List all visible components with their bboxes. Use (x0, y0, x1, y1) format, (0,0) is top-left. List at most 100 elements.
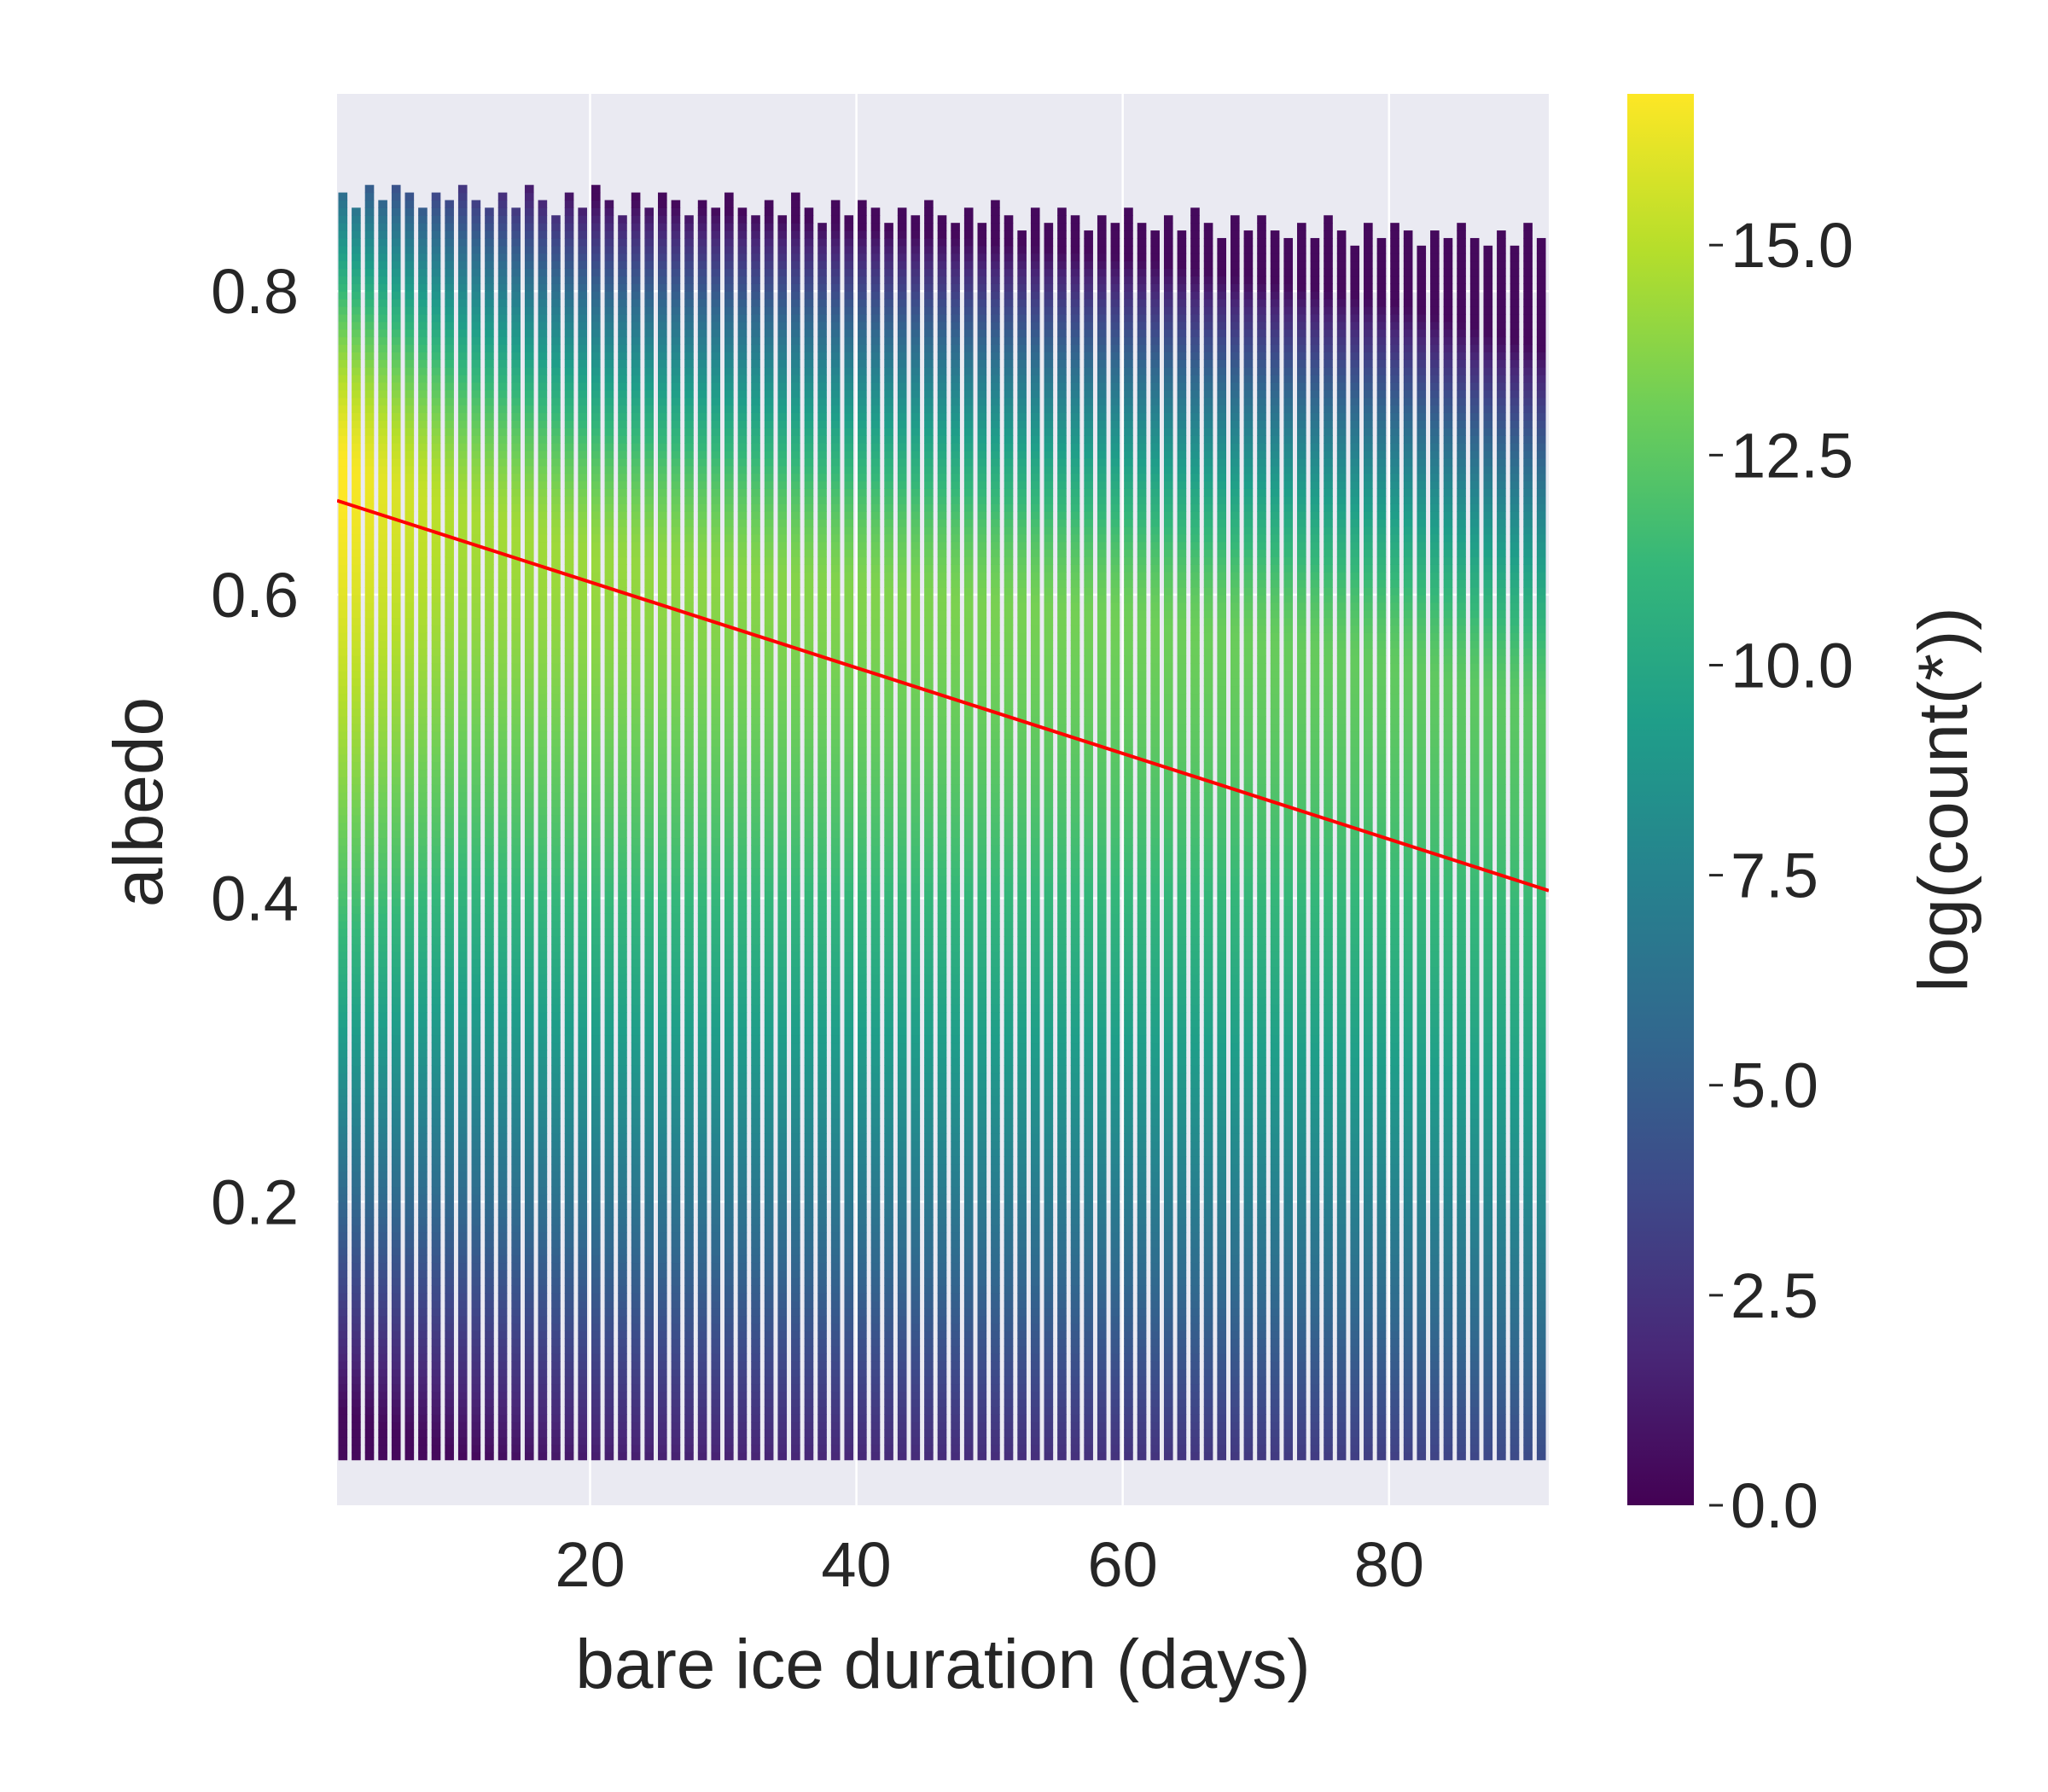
histogram-cell (497, 564, 508, 573)
histogram-cell (658, 1224, 667, 1233)
histogram-cell (551, 724, 561, 732)
histogram-cell (485, 1399, 494, 1407)
histogram-cell (431, 245, 441, 254)
histogram-cell (524, 336, 534, 346)
histogram-cell (364, 268, 375, 277)
histogram-cell (618, 974, 627, 983)
histogram-cell (431, 594, 441, 603)
histogram-cell (684, 352, 694, 360)
histogram-cell (631, 769, 641, 777)
histogram-cell (671, 541, 681, 550)
histogram-cell (485, 1080, 494, 1089)
histogram-cell (538, 1095, 548, 1104)
histogram-cell (445, 1452, 454, 1461)
histogram-cell (391, 806, 401, 816)
histogram-cell (604, 352, 614, 360)
histogram-cell (711, 245, 721, 254)
histogram-cell (471, 579, 481, 588)
histogram-cell (604, 420, 614, 428)
histogram-cell (724, 230, 734, 239)
histogram-cell (431, 389, 441, 399)
histogram-cell (697, 1361, 707, 1370)
histogram-cell (511, 1353, 521, 1362)
histogram-cell (391, 579, 401, 588)
histogram-cell (404, 1126, 415, 1134)
histogram-cell (364, 329, 375, 338)
histogram-cell (364, 1315, 375, 1324)
histogram-cell (352, 1118, 361, 1126)
histogram-cell (431, 579, 441, 588)
histogram-cell (524, 1414, 534, 1423)
histogram-cell (631, 556, 641, 565)
histogram-cell (604, 1361, 614, 1370)
histogram-cell (538, 367, 548, 375)
histogram-cell (338, 958, 348, 968)
histogram-cell (551, 1011, 561, 1021)
histogram-cell (485, 974, 494, 983)
histogram-cell (578, 860, 587, 869)
histogram-cell (711, 1141, 721, 1149)
histogram-cell (497, 1163, 508, 1172)
histogram-cell (445, 913, 454, 922)
histogram-cell (671, 443, 681, 451)
histogram-cell (684, 367, 694, 375)
histogram-cell (524, 587, 534, 596)
histogram-cell (564, 237, 574, 247)
histogram-cell (431, 1239, 441, 1248)
histogram-cell (404, 1217, 415, 1225)
histogram-cell (618, 1004, 627, 1013)
histogram-cell (391, 1254, 401, 1264)
histogram-cell (471, 1004, 481, 1013)
histogram-cell (457, 1376, 468, 1385)
histogram-cell (538, 913, 548, 922)
histogram-cell (445, 397, 454, 406)
histogram-cell (352, 572, 361, 580)
histogram-cell (391, 1422, 401, 1430)
histogram-cell (631, 1201, 641, 1210)
histogram-cell (591, 1323, 601, 1332)
histogram-cell (485, 746, 494, 755)
histogram-cell (684, 397, 694, 406)
histogram-cell (391, 1126, 401, 1134)
histogram-cell (338, 375, 348, 383)
histogram-cell (511, 1399, 521, 1407)
histogram-cell (591, 556, 601, 565)
histogram-cell (511, 1247, 521, 1256)
histogram-cell (644, 480, 655, 490)
histogram-cell (497, 997, 508, 1005)
histogram-cell (684, 1406, 694, 1415)
histogram-cell (538, 428, 548, 436)
histogram-cell (378, 321, 387, 330)
histogram-cell (511, 511, 521, 520)
histogram-cell (711, 822, 721, 831)
histogram-cell (352, 549, 361, 558)
histogram-cell (352, 533, 361, 543)
histogram-cell (538, 716, 548, 724)
histogram-cell (418, 526, 428, 535)
histogram-cell (497, 951, 508, 960)
histogram-cell (618, 1118, 627, 1126)
histogram-cell (578, 305, 587, 315)
histogram-cell (658, 777, 667, 785)
histogram-cell (631, 1247, 641, 1256)
histogram-cell (404, 769, 415, 777)
histogram-cell (591, 814, 601, 823)
histogram-cell (551, 845, 561, 853)
histogram-cell (724, 313, 734, 323)
histogram-cell (538, 389, 548, 399)
histogram-cell (404, 465, 415, 474)
histogram-cell (445, 1346, 454, 1354)
histogram-cell (457, 1027, 468, 1036)
histogram-cell (684, 518, 694, 527)
histogram-cell (618, 806, 627, 816)
histogram-cell (418, 299, 428, 307)
histogram-cell (445, 974, 454, 983)
histogram-cell (364, 769, 375, 777)
histogram-cell (418, 905, 428, 914)
histogram-cell (711, 1171, 721, 1180)
histogram-cell (352, 428, 361, 436)
histogram-cell (591, 1034, 601, 1044)
histogram-cell (697, 1254, 707, 1264)
histogram-cell (631, 1149, 641, 1157)
histogram-cell (445, 1209, 454, 1218)
